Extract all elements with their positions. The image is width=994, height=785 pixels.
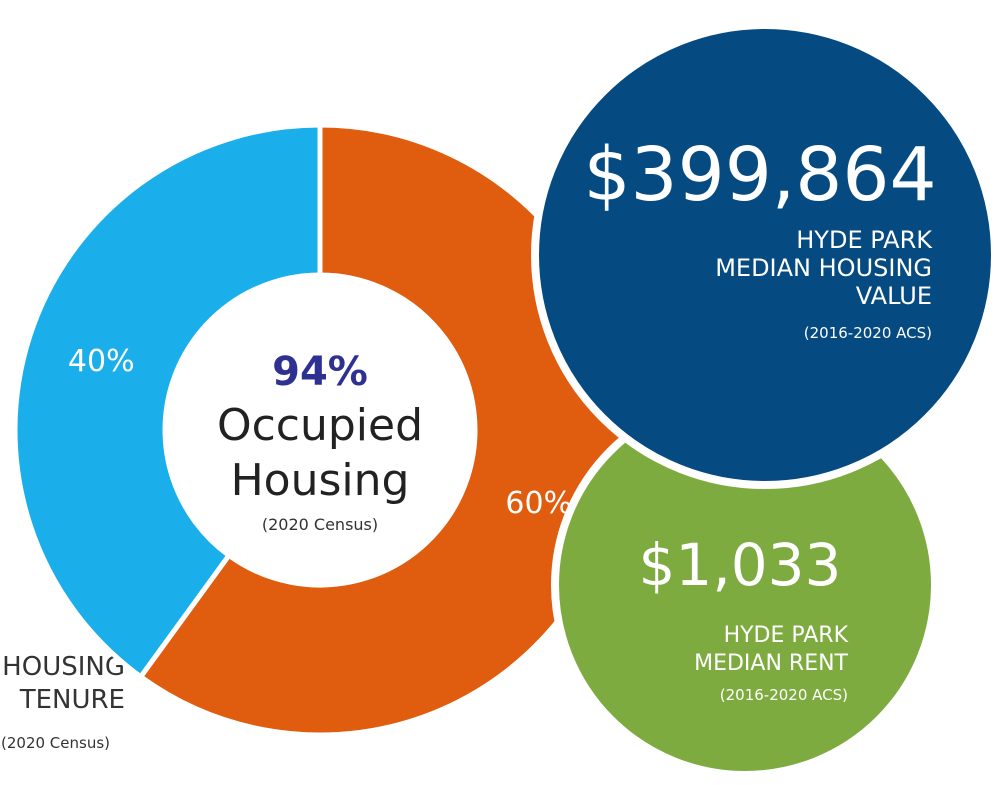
callout-line: MEDIAN HOUSING (715, 254, 932, 282)
callout-line: HYDE PARK (796, 226, 933, 254)
callout-value: $399,864 (583, 132, 936, 218)
center-line: Occupied (217, 400, 423, 451)
value-label: 40% (68, 344, 135, 379)
callout-value: $1,033 (639, 531, 842, 599)
donut-segment (12, 122, 323, 681)
title-line: HOUSING (2, 652, 125, 682)
callout-source: (2016-2020 ACS) (804, 324, 932, 342)
callout-line: VALUE (856, 282, 932, 310)
center-source: (2020 Census) (262, 515, 378, 534)
title-line: TENURE (19, 685, 125, 715)
callout-line: MEDIAN RENT (694, 651, 848, 676)
center-value: 94% (272, 349, 368, 395)
callout-source: (2016-2020 ACS) (720, 686, 848, 704)
value-label: 60% (505, 486, 572, 521)
source: (2020 Census) (1, 734, 110, 752)
callout-circle (531, 21, 994, 489)
center-line: Housing (231, 455, 410, 506)
callouts: $1,033 HYDE PARK MEDIAN RENT (2016-2020 ACS… (531, 21, 994, 779)
callout-line: HYDE PARK (724, 623, 849, 648)
